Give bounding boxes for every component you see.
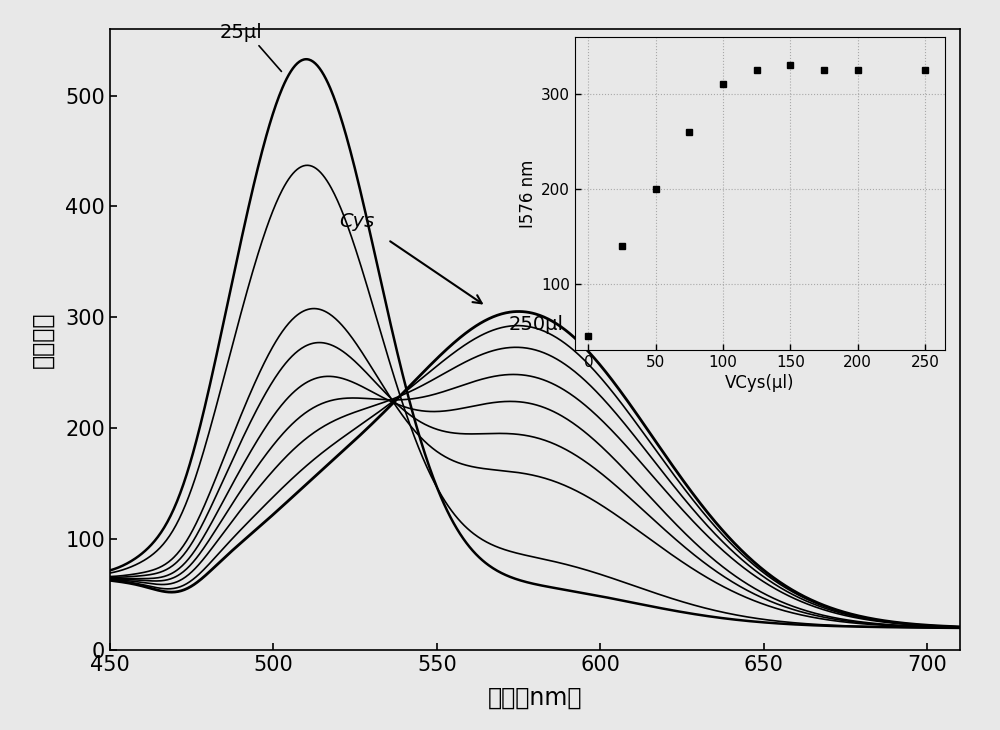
Text: 250μl: 250μl xyxy=(509,315,564,334)
Y-axis label: I576 nm: I576 nm xyxy=(519,159,537,228)
Y-axis label: 荧光强度: 荧光强度 xyxy=(30,311,54,368)
X-axis label: VCys(μl): VCys(μl) xyxy=(725,374,795,393)
X-axis label: 波长（nm）: 波长（nm） xyxy=(488,685,582,710)
Text: Cys: Cys xyxy=(339,212,374,231)
Text: 25μl: 25μl xyxy=(219,23,262,42)
